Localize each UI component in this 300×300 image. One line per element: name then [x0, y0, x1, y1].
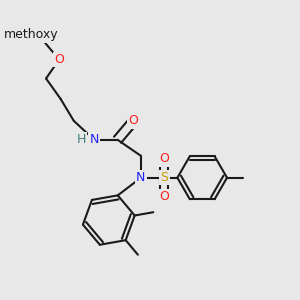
Text: O: O	[54, 53, 64, 66]
Text: methoxy: methoxy	[40, 38, 46, 39]
Text: S: S	[160, 171, 168, 184]
Text: N: N	[136, 171, 146, 184]
Text: methoxy: methoxy	[4, 28, 59, 41]
Text: H: H	[76, 133, 86, 146]
Text: O: O	[159, 190, 169, 203]
Text: O: O	[129, 114, 139, 127]
Text: O: O	[159, 152, 169, 165]
Text: N: N	[89, 133, 99, 146]
